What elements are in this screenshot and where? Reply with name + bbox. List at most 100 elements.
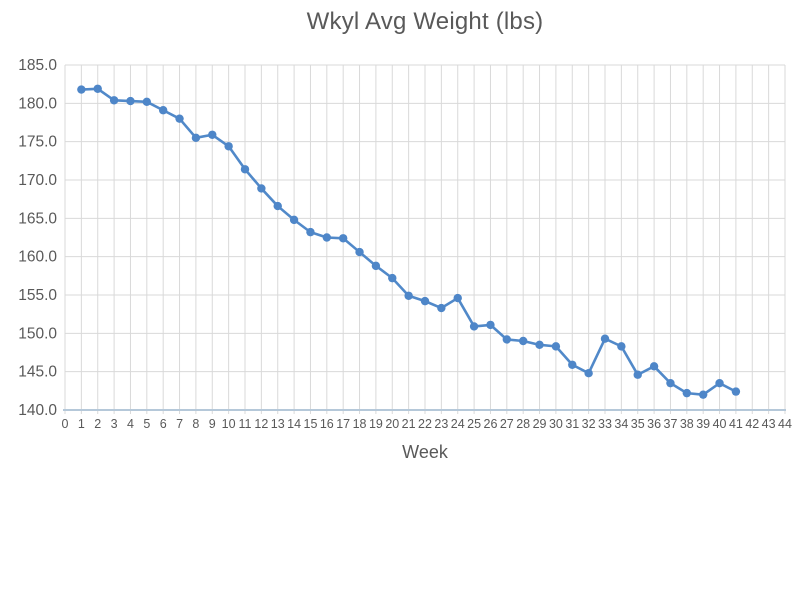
y-tick-label: 160.0 bbox=[18, 249, 57, 266]
y-tick-label: 140.0 bbox=[18, 402, 57, 419]
data-point bbox=[437, 303, 446, 313]
data-point bbox=[371, 261, 381, 271]
x-tick-label: 29 bbox=[533, 417, 547, 431]
data-point bbox=[191, 133, 201, 143]
x-tick-label: 17 bbox=[336, 417, 350, 431]
data-point bbox=[420, 296, 430, 306]
x-tick-label: 33 bbox=[598, 417, 612, 431]
y-tick-label: 150.0 bbox=[18, 325, 57, 342]
x-tick-label: 30 bbox=[549, 417, 563, 431]
x-tick-label: 34 bbox=[614, 417, 628, 431]
data-point bbox=[682, 388, 692, 398]
x-tick-label: 37 bbox=[664, 417, 678, 431]
data-point bbox=[486, 320, 495, 330]
y-tick-label: 185.0 bbox=[18, 57, 57, 74]
x-tick-label: 25 bbox=[467, 417, 481, 431]
data-point bbox=[142, 97, 152, 107]
x-tick-label: 8 bbox=[192, 417, 199, 431]
data-point bbox=[109, 96, 119, 105]
x-tick-label: 24 bbox=[451, 417, 465, 431]
x-tick-label: 23 bbox=[434, 417, 448, 431]
data-point bbox=[338, 234, 348, 243]
data-point bbox=[617, 342, 626, 351]
data-point bbox=[584, 369, 593, 378]
x-tick-label: 40 bbox=[713, 417, 727, 431]
x-tick-label: 3 bbox=[111, 417, 118, 431]
data-point bbox=[126, 96, 135, 106]
data-point bbox=[273, 201, 282, 211]
x-tick-label: 5 bbox=[143, 417, 150, 431]
x-tick-label: 44 bbox=[778, 417, 792, 431]
x-tick-label: 2 bbox=[94, 417, 101, 431]
data-point bbox=[600, 334, 610, 343]
data-point bbox=[224, 142, 233, 151]
x-tick-label: 10 bbox=[222, 417, 236, 431]
data-point bbox=[306, 227, 315, 237]
x-axis-title: Week bbox=[402, 442, 448, 462]
y-tick-label: 155.0 bbox=[18, 287, 57, 304]
data-point bbox=[404, 291, 413, 300]
x-tick-label: 19 bbox=[369, 417, 383, 431]
y-tick-label: 145.0 bbox=[18, 364, 57, 381]
y-tick-label: 165.0 bbox=[18, 210, 57, 227]
data-point bbox=[322, 233, 332, 242]
data-point bbox=[388, 273, 397, 283]
y-tick-label: 170.0 bbox=[18, 172, 57, 189]
x-tick-label: 11 bbox=[239, 417, 252, 431]
y-tick-label: 180.0 bbox=[18, 95, 57, 112]
data-point bbox=[208, 130, 217, 139]
x-tick-label: 16 bbox=[320, 417, 334, 431]
x-tick-label: 20 bbox=[385, 417, 399, 431]
data-point bbox=[568, 360, 577, 369]
y-tick-label: 175.0 bbox=[18, 134, 57, 151]
x-tick-label: 22 bbox=[418, 417, 432, 431]
data-point bbox=[158, 106, 168, 115]
data-point bbox=[77, 85, 86, 94]
x-tick-label: 41 bbox=[729, 417, 743, 431]
data-point bbox=[649, 362, 659, 371]
data-point bbox=[289, 215, 299, 225]
data-point bbox=[257, 184, 266, 193]
x-tick-label: 42 bbox=[745, 417, 759, 431]
data-point bbox=[666, 378, 675, 388]
x-tick-label: 1 bbox=[78, 417, 85, 431]
data-point bbox=[715, 378, 724, 388]
data-point bbox=[698, 390, 708, 399]
x-tick-label: 13 bbox=[271, 417, 285, 431]
data-point bbox=[175, 114, 184, 123]
x-tick-label: 36 bbox=[647, 417, 661, 431]
data-point bbox=[731, 387, 741, 396]
x-tick-label: 18 bbox=[353, 417, 367, 431]
x-tick-label: 12 bbox=[254, 417, 268, 431]
x-tick-label: 39 bbox=[696, 417, 710, 431]
data-point bbox=[355, 247, 364, 257]
x-tick-label: 27 bbox=[500, 417, 514, 431]
chart-title: Wkyl Avg Weight (lbs) bbox=[306, 8, 544, 35]
data-point bbox=[633, 370, 642, 379]
data-point bbox=[518, 336, 528, 346]
x-tick-label: 21 bbox=[402, 417, 416, 431]
data-point bbox=[453, 293, 462, 303]
x-tick-label: 31 bbox=[565, 417, 579, 431]
x-tick-label: 6 bbox=[160, 417, 167, 431]
x-tick-label: 32 bbox=[582, 417, 596, 431]
x-tick-label: 28 bbox=[516, 417, 530, 431]
x-tick-label: 38 bbox=[680, 417, 694, 431]
data-point bbox=[469, 322, 479, 331]
weight-line-chart: 0 1 2 3 4 5 6 7 8 9 10 11 12 13 14 15 16 17 18 19 20 21 22 23 24… bbox=[18, 57, 792, 431]
x-tick-label: 14 bbox=[287, 417, 301, 431]
x-tick-label: 43 bbox=[762, 417, 776, 431]
data-point bbox=[551, 342, 561, 351]
x-tick-label: 26 bbox=[484, 417, 498, 431]
data-point bbox=[240, 165, 250, 174]
x-tick-label: 35 bbox=[631, 417, 645, 431]
data-point bbox=[535, 340, 544, 350]
x-tick-label: 4 bbox=[127, 417, 134, 431]
data-point bbox=[93, 84, 102, 93]
x-tick-label: 7 bbox=[176, 417, 183, 431]
x-tick-label: 0 bbox=[62, 417, 69, 431]
data-point bbox=[502, 335, 512, 344]
x-tick-label: 15 bbox=[304, 417, 318, 431]
x-tick-label: 9 bbox=[209, 417, 216, 431]
